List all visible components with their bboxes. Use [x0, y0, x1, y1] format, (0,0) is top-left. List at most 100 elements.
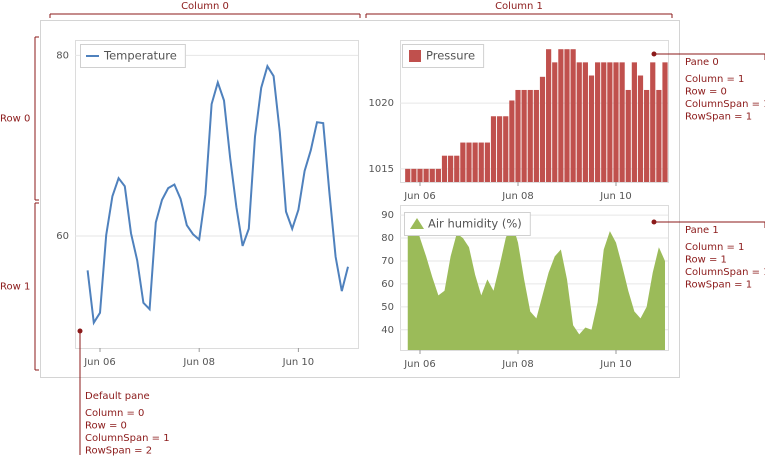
bar: [497, 116, 503, 182]
plot-area: [400, 205, 669, 351]
bar: [448, 155, 454, 182]
bar: [527, 89, 533, 182]
callout-title: Pane 1: [685, 225, 719, 236]
y-tick-label: 80: [56, 50, 69, 61]
bar: [423, 168, 429, 182]
callout-line-text: ColumnSpan = 1: [85, 433, 170, 444]
callout-title: Default pane: [85, 391, 150, 402]
bar: [417, 168, 423, 182]
bar: [509, 100, 515, 182]
callout-line-text: RowSpan = 1: [685, 112, 752, 123]
area: [407, 215, 665, 350]
bar: [582, 62, 588, 182]
legend-label: Air humidity (%): [428, 217, 522, 231]
bar: [558, 49, 564, 182]
bar: [576, 62, 582, 182]
bar: [435, 168, 441, 182]
legend-label: Temperature: [103, 49, 177, 63]
bar: [429, 168, 435, 182]
x-tick-label: Jun 08: [501, 191, 534, 202]
bar: [472, 142, 478, 182]
legend: Pressure: [402, 44, 485, 68]
callout-line-text: RowSpan = 1: [685, 280, 752, 291]
y-tick-label: 1020: [369, 98, 394, 109]
y-tick-label: 1015: [369, 164, 394, 175]
y-tick-label: 80: [381, 233, 394, 244]
callout-line: [654, 53, 765, 60]
line: [86, 63, 349, 326]
legend-box: [80, 44, 186, 68]
legend-box: [404, 212, 531, 236]
bar: [564, 49, 570, 182]
x-tick-label: Jun 06: [83, 357, 116, 368]
row-label: Row 0: [0, 114, 30, 125]
bar: [521, 89, 527, 182]
bar: [405, 168, 411, 182]
x-tick-label: Jun 08: [501, 359, 534, 370]
bar: [454, 155, 460, 182]
x-tick-label: Jun 10: [599, 359, 632, 370]
bar: [484, 142, 490, 182]
callout-line-text: Column = 0: [85, 408, 144, 419]
y-tick-label: 50: [381, 302, 394, 313]
callout-line-text: Row = 0: [685, 87, 727, 98]
bar: [650, 62, 656, 182]
bar: [601, 62, 607, 182]
row-label: Row 1: [0, 282, 30, 293]
bar: [552, 62, 558, 182]
bar: [644, 89, 650, 182]
y-tick-label: 60: [56, 231, 69, 242]
bar: [637, 75, 644, 182]
callout-line: [654, 221, 765, 228]
plot-area: [400, 40, 669, 183]
callout-dot: [77, 328, 83, 334]
y-tick-label: 40: [381, 325, 394, 336]
legend-marker: [409, 50, 421, 62]
bar: [607, 62, 613, 182]
chart-frame: [40, 20, 680, 378]
callout-line-text: ColumnSpan = 1: [685, 99, 765, 110]
bar: [441, 155, 448, 182]
x-tick-label: Jun 06: [403, 191, 436, 202]
bar: [546, 49, 552, 182]
column-label: Column 0: [181, 1, 229, 12]
callout-title: Pane 0: [685, 57, 719, 68]
bar: [466, 142, 472, 182]
bar: [595, 62, 601, 182]
bar: [613, 62, 619, 182]
callout-line-text: ColumnSpan = 1: [685, 267, 765, 278]
y-tick-label: 70: [381, 256, 394, 267]
callout-line-text: Row = 0: [85, 421, 127, 432]
bar: [533, 89, 539, 182]
bar: [588, 75, 595, 182]
bar: [619, 62, 625, 182]
bar: [515, 89, 521, 182]
legend-label: Pressure: [426, 49, 475, 63]
callout-dot: [651, 51, 657, 57]
y-tick-label: 60: [381, 279, 394, 290]
plot-area: [75, 40, 359, 349]
x-tick-label: Jun 10: [282, 357, 315, 368]
bar: [539, 76, 546, 182]
bar: [662, 62, 668, 182]
bar: [411, 168, 417, 182]
x-tick-label: Jun 06: [403, 359, 436, 370]
bar: [503, 116, 509, 182]
bar: [656, 89, 662, 182]
callout-line-text: RowSpan = 2: [85, 446, 152, 456]
bar: [460, 142, 466, 182]
bar: [478, 142, 484, 182]
callout-line-text: Row = 1: [685, 255, 727, 266]
bar: [490, 116, 497, 182]
legend: Temperature: [80, 44, 186, 68]
legend-marker: [410, 218, 424, 229]
callout-line-text: Column = 1: [685, 242, 744, 253]
legend: Air humidity (%): [404, 212, 531, 236]
bar: [631, 62, 637, 182]
legend-box: [402, 44, 485, 68]
callout-dot: [651, 219, 657, 225]
bar: [625, 89, 631, 182]
callout-line-text: Column = 1: [685, 74, 744, 85]
bar: [570, 49, 576, 182]
